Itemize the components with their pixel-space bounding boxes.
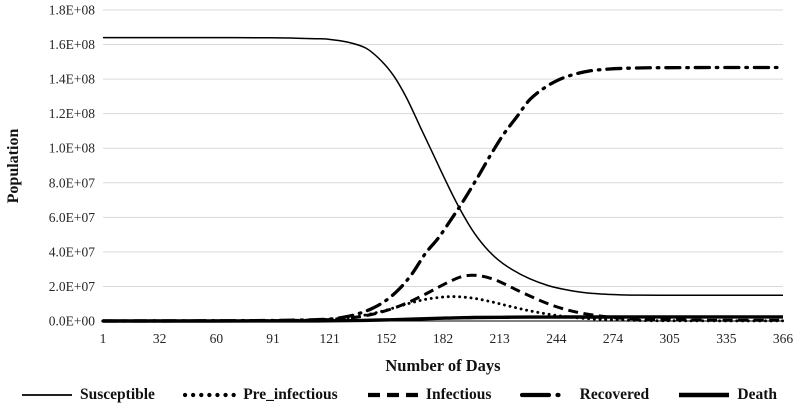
legend-line-sample-dashdot [519, 392, 568, 398]
legend-label: Infectious [425, 386, 492, 403]
chart-legend: Susceptible Pre_infectious Infectious Recov… [20, 383, 777, 407]
legend-label: Pre_infectious [243, 386, 338, 403]
legend-item-susceptible: Susceptible [20, 386, 155, 404]
y-tick-label: 4.0E+07 [49, 244, 95, 259]
legend-item-death: Death [677, 386, 777, 404]
x-tick-label: 213 [490, 331, 511, 346]
y-tick-label: 1.8E+08 [49, 3, 95, 18]
series-line-pre_infectious [101, 295, 785, 323]
x-tick-label: 91 [266, 331, 280, 346]
y-tick-label: 2.0E+07 [49, 279, 95, 294]
legend-line-sample-dotted [183, 392, 237, 398]
x-tick-label: 244 [546, 331, 567, 346]
x-tick-label: 60 [210, 331, 224, 346]
legend-line-sample-thick [679, 392, 730, 398]
y-tick-label: 6.0E+07 [49, 210, 95, 225]
x-axis-title: Number of Days [385, 356, 501, 375]
y-tick-label: 1.4E+08 [49, 72, 95, 87]
legend-line-sample-solid [22, 394, 72, 396]
y-tick-label: 0.0E+00 [49, 314, 95, 329]
series-line-susceptible [102, 36, 783, 297]
x-tick-label: 274 [603, 331, 624, 346]
y-tick-label: 1.0E+08 [49, 141, 95, 156]
chart-svg: 0.0E+00 2.0E+07 4.0E+07 6.0E+07 8.0E+07 1.0E+… [49, 3, 794, 347]
x-tick-label: 32 [153, 331, 167, 346]
legend-item-pre_infectious: Pre_infectious [183, 386, 338, 404]
legend-item-infectious: Infectious [366, 386, 491, 404]
series-line-recovered [101, 65, 785, 323]
legend-label: Recovered [579, 386, 650, 403]
legend-item-recovered: Recovered [519, 386, 650, 404]
series-line-death [103, 315, 783, 323]
x-tick-label: 366 [773, 331, 794, 346]
y-tick-label: 1.6E+08 [49, 37, 95, 52]
x-tick-label: 152 [376, 331, 396, 346]
x-tick-label: 1 [100, 331, 107, 346]
legend-label: Susceptible [80, 386, 155, 403]
x-tick-label: 305 [660, 331, 681, 346]
legend-label: Death [737, 386, 777, 403]
y-tick-label: 8.0E+07 [49, 175, 95, 190]
y-axis-title: Population [5, 128, 22, 204]
x-tick-label: 121 [320, 331, 340, 346]
y-tick-label: 1.2E+08 [49, 106, 95, 121]
legend-line-sample-dashed [367, 392, 418, 398]
x-tick-label: 335 [716, 331, 737, 346]
x-tick-label: 182 [433, 331, 453, 346]
